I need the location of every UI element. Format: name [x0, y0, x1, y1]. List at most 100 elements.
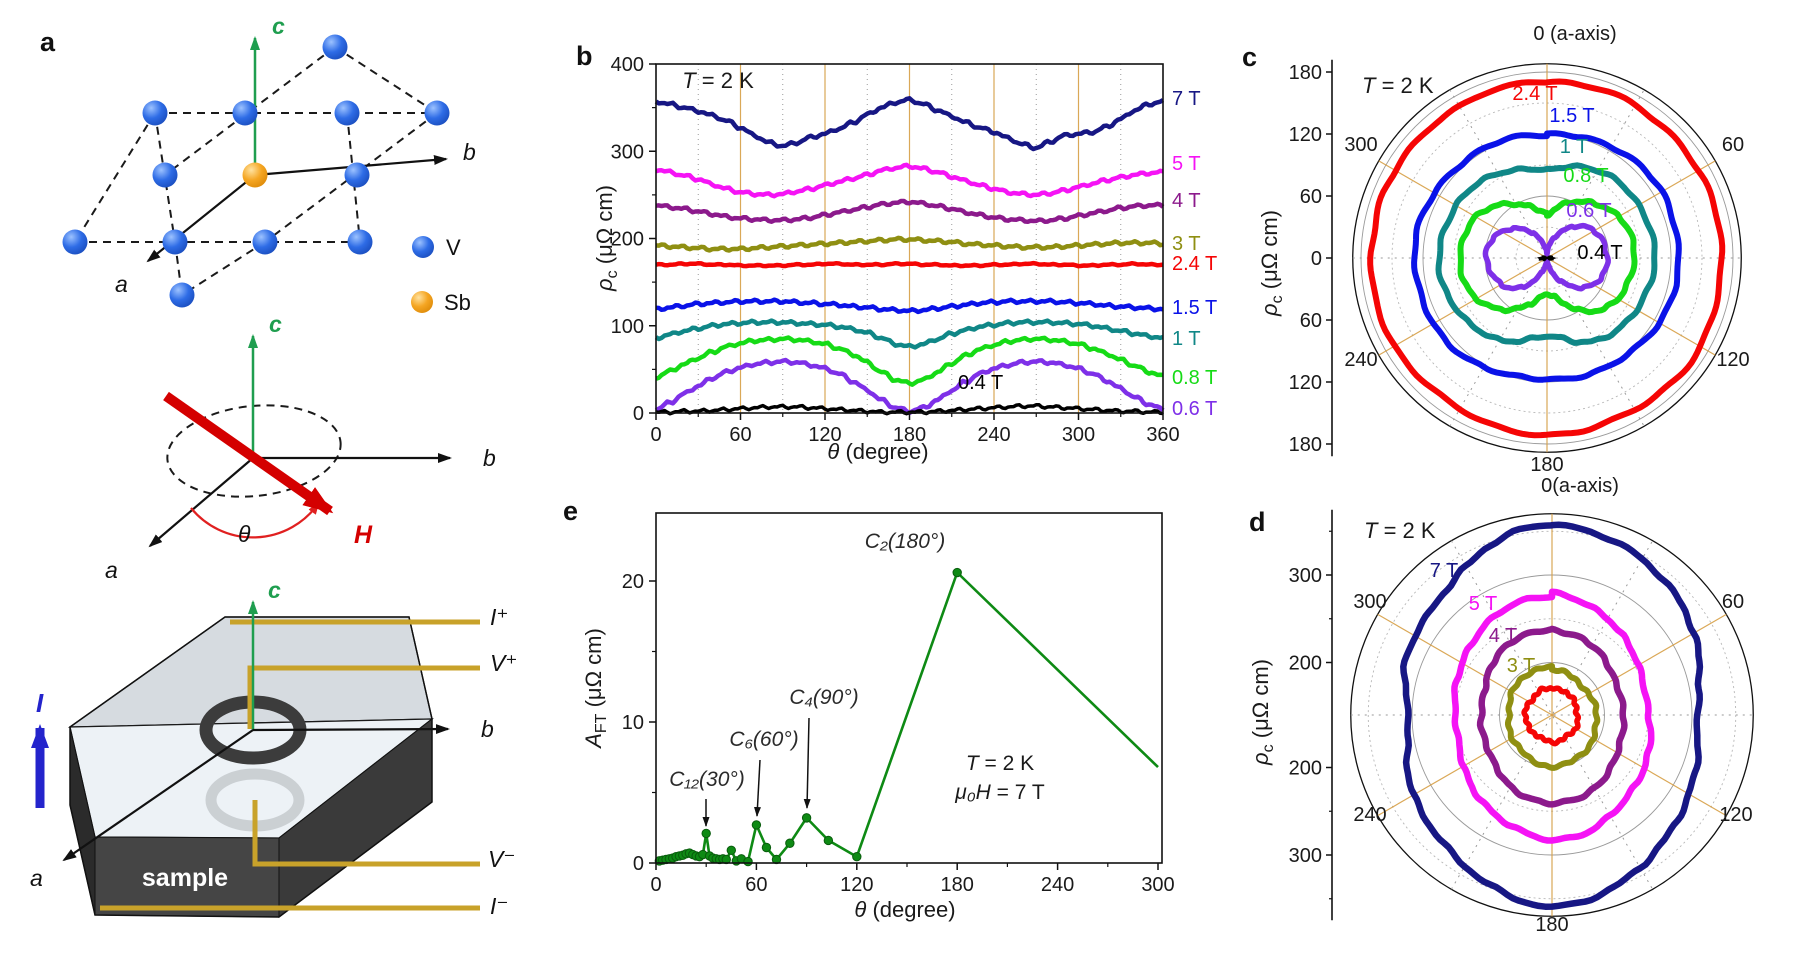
- fft-point: [751, 820, 762, 830]
- condition-temperature-d: T = 2 K: [1364, 518, 1436, 543]
- sample-a-axis: [62, 729, 254, 862]
- chart-c: 0 60 60 120 120 180 180 ρc (μΩ cm) T = 2 K 0 (a-a…: [1257, 23, 1750, 476]
- series-curve-1.5T: [1411, 130, 1682, 383]
- annotation-2: C₄(90°): [789, 686, 858, 709]
- radial-tick-c-180: 180: [1289, 434, 1322, 456]
- fft-point: [952, 567, 962, 578]
- sample-label: sample: [142, 864, 228, 892]
- fft-point: [801, 813, 812, 823]
- contact-i-minus-label: I⁻: [490, 893, 509, 919]
- sample-schematic: c b a I sample I⁺ V⁺ V⁻ I⁻: [30, 577, 517, 919]
- x-tick-120: 120: [808, 424, 841, 446]
- series-curve-1T: [654, 318, 1164, 350]
- radial-tick-d-300: 300: [1289, 845, 1322, 867]
- y-tick-100: 100: [611, 316, 644, 338]
- series-curve-5T: [655, 162, 1164, 199]
- radial-tick-d-300: 300: [1289, 565, 1322, 587]
- angle-label-120: 120: [1719, 804, 1752, 826]
- crystal-b-label: b: [463, 139, 476, 165]
- x-axis-label: θ (degree): [827, 439, 928, 464]
- series-label-0.8T: 0.8 T: [1172, 367, 1217, 389]
- condition-1: μ₀H = 7 T: [954, 781, 1045, 804]
- angle-label-0: 0 (a-axis): [1533, 23, 1616, 45]
- series-label-d-7T: 7 T: [1430, 560, 1459, 582]
- crystal-structure: c b a V Sb: [62, 13, 476, 315]
- series-curve-7T: [654, 96, 1165, 152]
- theta-arc: [190, 502, 320, 539]
- series-curve-4T: [655, 198, 1165, 225]
- x-axis-label-e: θ (degree): [854, 897, 955, 922]
- x-tick-180: 180: [893, 424, 926, 446]
- v-atoms: [62, 34, 450, 308]
- x-tick-60: 60: [745, 874, 767, 896]
- radial-tick-c-120: 120: [1289, 372, 1322, 394]
- annotation-arrow-2: [803, 717, 811, 809]
- series-label-c-0.4T: 0.4 T: [1577, 242, 1622, 264]
- radial-axis-label-c: ρc (μΩ cm): [1257, 210, 1286, 317]
- chart-b-axes: 0 60 120 180 240 300 360 0 100 200 300 400: [611, 54, 1180, 446]
- current-label: I: [36, 688, 44, 718]
- angle-label-60: 60: [1722, 134, 1744, 156]
- contact-v-plus-label: V⁺: [490, 650, 517, 676]
- angle-label-240: 240: [1353, 804, 1386, 826]
- angle-label-180: 180: [1535, 914, 1568, 936]
- legend-v-label: V: [446, 235, 461, 260]
- annotation-arrow-1: [753, 759, 761, 817]
- panel-label-c: c: [1242, 42, 1258, 72]
- series-curve-0.8T: [1457, 198, 1638, 316]
- angle-label-300: 300: [1344, 134, 1377, 156]
- series-curve-0.8T: [655, 335, 1164, 387]
- y-tick-200: 200: [611, 229, 644, 251]
- crystal-c-label: c: [272, 13, 285, 39]
- theta-label: θ: [238, 521, 251, 547]
- series-curve-1T: [1435, 162, 1658, 346]
- field-rotation-diagram: c b a θ H: [105, 311, 496, 583]
- series-label-1.5T: 1.5 T: [1172, 297, 1217, 319]
- lattice-dashed-bonds: [74, 46, 438, 296]
- x-tick-240: 240: [977, 424, 1010, 446]
- series-label-7T: 7 T: [1172, 88, 1201, 110]
- condition-temperature-c: T = 2 K: [1362, 73, 1434, 98]
- series-label-5T: 5 T: [1172, 153, 1201, 175]
- series-label-d-5T: 5 T: [1469, 593, 1498, 615]
- y-tick-400: 400: [611, 54, 644, 76]
- series-label-d-3T: 3 T: [1507, 655, 1536, 677]
- angle-label-240: 240: [1344, 349, 1377, 371]
- x-tick-300: 300: [1062, 424, 1095, 446]
- panel-label-b: b: [576, 41, 593, 71]
- series-curve-0.6T: [1482, 222, 1611, 292]
- series-label-c-1.5T: 1.5 T: [1549, 105, 1594, 127]
- h-field-label: H: [354, 521, 373, 549]
- x-tick-360: 360: [1146, 424, 1179, 446]
- series-curve-1.5T: [655, 297, 1164, 315]
- y-axis-label: ρc (μΩ cm): [592, 185, 621, 292]
- wire-v-plus: [247, 665, 480, 729]
- x-tick-180: 180: [941, 874, 974, 896]
- chart-e-axes: 0 60 120 180 240 300 0 10 20: [622, 571, 1175, 896]
- radial-tick-d-200: 200: [1289, 758, 1322, 780]
- fft-point: [852, 851, 862, 862]
- legend-sb-label: Sb: [444, 290, 471, 315]
- contact-i-plus-label: I⁺: [490, 604, 509, 630]
- radial-tick-c-120: 120: [1289, 124, 1322, 146]
- y-tick-10: 10: [622, 712, 644, 734]
- x-tick-60: 60: [729, 424, 751, 446]
- sample-b-label: b: [481, 716, 494, 742]
- series-curve-4T: [1476, 625, 1628, 808]
- legend-sb-dot: [411, 291, 433, 313]
- radial-tick-c-60: 60: [1300, 186, 1322, 208]
- angle-label-0: 0(a-axis): [1541, 475, 1619, 497]
- series-curve-2.4T: [655, 260, 1164, 269]
- h-field-arrow: [163, 391, 334, 516]
- wire-v-minus: [252, 800, 480, 867]
- series-label-1T: 1 T: [1172, 328, 1201, 350]
- series-label-0.6T: 0.6 T: [1172, 398, 1217, 420]
- y-tick-0: 0: [633, 853, 644, 875]
- chart-b: 0 60 120 180 240 300 360 0 100 200 300 400 T = 2 K θ …: [592, 54, 1217, 464]
- fft-point: [701, 828, 711, 839]
- angle-label-300: 300: [1353, 591, 1386, 613]
- panel-a-diagram: c b a V Sb c b a θ H: [30, 13, 517, 919]
- rotation-plane-ellipse: [166, 404, 342, 498]
